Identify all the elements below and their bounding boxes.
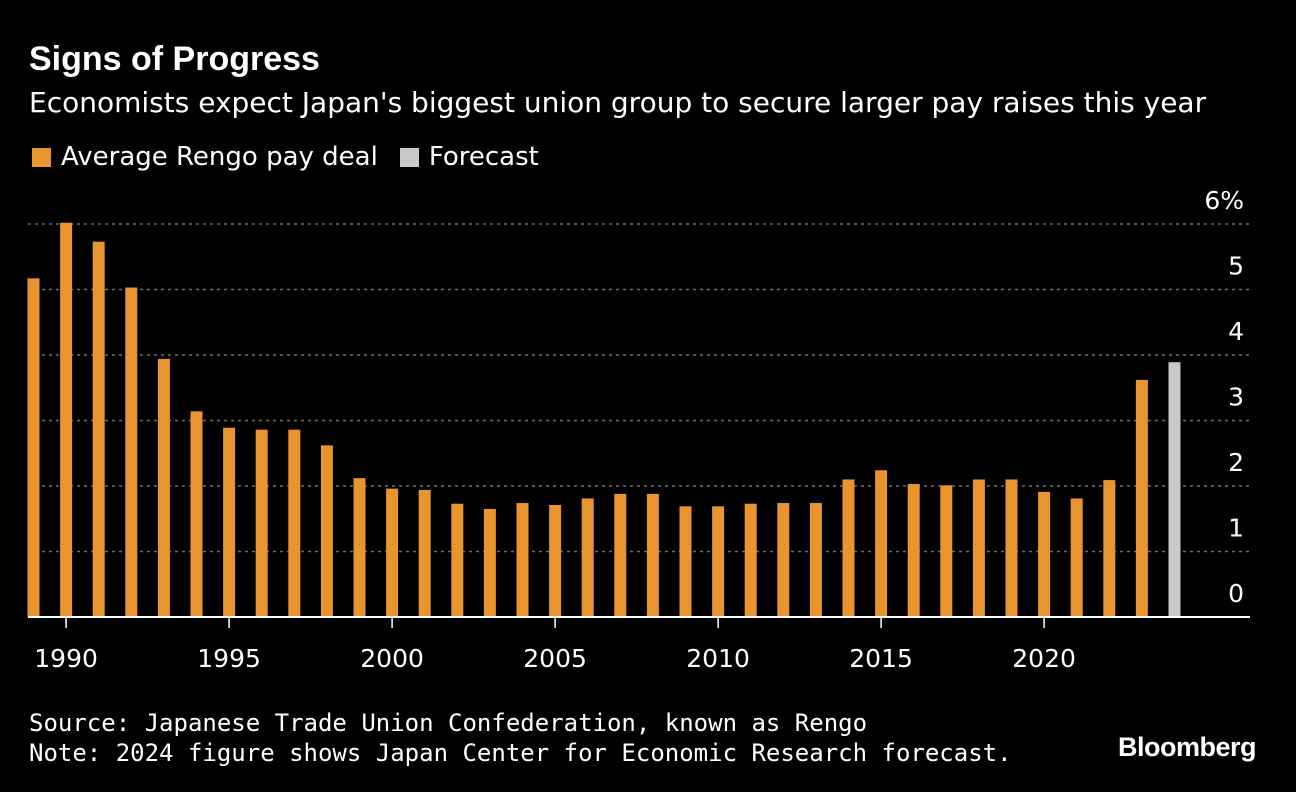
x-tick-label: 2000 xyxy=(360,644,424,673)
bar-rengo-2019 xyxy=(1005,479,1018,617)
legend-swatch-forecast xyxy=(399,147,419,167)
bar-rengo-1998 xyxy=(320,445,333,617)
y-tick-label: 1 xyxy=(1228,514,1244,543)
bar-rengo-2016 xyxy=(907,484,920,617)
bar-rengo-2010 xyxy=(712,506,725,617)
bar-rengo-2017 xyxy=(940,485,953,617)
legend-label-forecast: Forecast xyxy=(428,142,539,172)
legend: Average Rengo pay deal Forecast xyxy=(32,142,561,172)
bar-rengo-2005 xyxy=(549,504,562,617)
bar-rengo-2022 xyxy=(1103,480,1116,617)
bar-rengo-2014 xyxy=(842,479,855,617)
bar-rengo-2015 xyxy=(875,470,888,617)
legend-item-rengo: Average Rengo pay deal xyxy=(32,142,378,172)
bar-rengo-1991 xyxy=(92,241,105,617)
y-tick-label: 3 xyxy=(1228,383,1244,412)
bar-rengo-1993 xyxy=(157,358,170,617)
source-note: Source: Japanese Trade Union Confederati… xyxy=(29,709,868,737)
footer-notes: Source: Japanese Trade Union Confederati… xyxy=(29,708,1012,768)
legend-item-forecast: Forecast xyxy=(399,142,539,172)
x-tick-label: 1995 xyxy=(197,644,261,673)
bar-rengo-1989 xyxy=(27,278,40,617)
bar-rengo-1994 xyxy=(190,411,203,617)
forecast-note: Note: 2024 figure shows Japan Center for… xyxy=(29,739,1012,767)
bar-rengo-2011 xyxy=(744,503,757,617)
bar-rengo-2013 xyxy=(809,503,822,617)
bar-rengo-2004 xyxy=(516,503,529,617)
x-tick-label: 2010 xyxy=(686,644,750,673)
y-tick-label: 5 xyxy=(1228,252,1244,281)
bloomberg-logo: Bloomberg xyxy=(1117,732,1257,762)
legend-swatch-rengo xyxy=(32,147,51,167)
bar-rengo-1990 xyxy=(60,222,73,617)
bar-rengo-2009 xyxy=(679,506,692,617)
bar-rengo-2003 xyxy=(483,508,496,617)
y-tick-label: 4 xyxy=(1228,317,1244,346)
bar-rengo-2002 xyxy=(451,503,464,617)
chart-subtitle: Economists expect Japan's biggest union … xyxy=(29,86,1207,119)
bar-rengo-2007 xyxy=(614,493,627,617)
chart-title: Signs of Progress xyxy=(29,40,320,78)
bar-rengo-2023 xyxy=(1135,379,1148,617)
x-tick-label: 1990 xyxy=(34,644,98,673)
bar-rengo-2000 xyxy=(386,488,399,617)
bar-rengo-2020 xyxy=(1038,491,1051,617)
bar-rengo-2012 xyxy=(777,503,790,617)
x-tick-label: 2005 xyxy=(523,644,587,673)
bar-rengo-2021 xyxy=(1070,498,1083,617)
bar-rengo-1992 xyxy=(125,287,138,617)
bar-rengo-1997 xyxy=(288,429,301,617)
bar-rengo-2006 xyxy=(581,498,594,617)
bar-rengo-1999 xyxy=(353,478,366,617)
y-tick-label: 6% xyxy=(1204,186,1244,215)
x-tick-label: 2015 xyxy=(849,644,913,673)
legend-label-rengo: Average Rengo pay deal xyxy=(61,142,378,172)
bar-rengo-1995 xyxy=(223,427,236,617)
y-tick-label: 0 xyxy=(1228,579,1244,608)
bar-rengo-2001 xyxy=(418,489,431,617)
y-tick-label: 2 xyxy=(1228,448,1244,477)
bar-rengo-1996 xyxy=(255,429,268,617)
bar-rengo-2018 xyxy=(972,479,985,617)
x-tick-label: 2020 xyxy=(1012,644,1076,673)
bar-forecast-2024 xyxy=(1168,362,1181,617)
bar-rengo-2008 xyxy=(646,493,659,617)
